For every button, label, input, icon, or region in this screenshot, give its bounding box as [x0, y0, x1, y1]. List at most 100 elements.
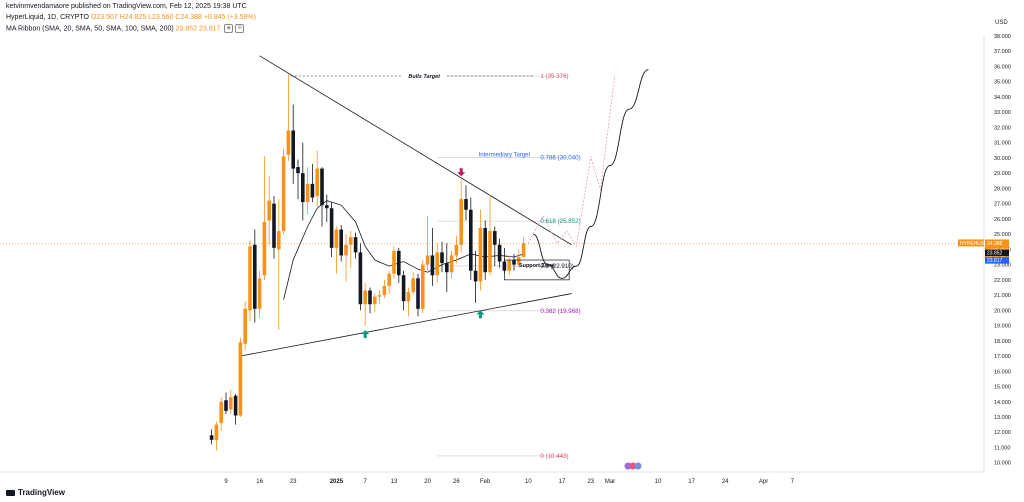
tradingview-logo-icon	[6, 489, 15, 496]
fib-level-label: 0.382 (19.968)	[540, 308, 580, 315]
bulls-target-label: Bulls Target	[408, 74, 441, 80]
x-tick-label: 10	[655, 479, 662, 485]
candle-body	[267, 200, 271, 221]
candle-body	[411, 278, 415, 293]
candle	[233, 394, 238, 425]
bull-arrow-up-icon	[361, 330, 370, 339]
candle	[358, 243, 363, 311]
candle-body	[483, 228, 487, 273]
candle	[425, 215, 430, 271]
candle-body	[397, 250, 401, 276]
candle	[229, 389, 233, 414]
candle-body	[406, 292, 411, 302]
candle-body	[425, 255, 430, 265]
candle-body	[416, 278, 420, 309]
candle	[301, 142, 305, 221]
x-tick-label: 26	[453, 479, 460, 485]
candle-body	[229, 397, 233, 410]
x-tick-label: 10	[525, 479, 532, 485]
candle-body	[353, 237, 358, 253]
candle-body	[224, 400, 228, 411]
candle-body	[329, 208, 334, 248]
symbol-tag-bg	[958, 239, 984, 247]
ma-a-value: 23.852	[987, 251, 1003, 257]
intermediary-target-label: Intermediary Target	[479, 152, 531, 158]
y-tick-label: 31.000	[994, 141, 1011, 147]
candle-body	[257, 278, 262, 309]
ma-b-value: 23.817	[987, 258, 1003, 264]
candle-body	[325, 205, 329, 209]
candles	[209, 74, 526, 451]
candle-body	[478, 228, 483, 282]
candle	[262, 156, 267, 280]
calendar-events-icon[interactable]	[624, 462, 642, 470]
candle-body	[459, 199, 463, 245]
candle-body	[296, 167, 300, 174]
candle-body	[454, 244, 459, 256]
published-line: ketvinmvendamaore published on TradingVi…	[6, 3, 247, 10]
candle	[272, 196, 276, 259]
lower-trendline	[240, 293, 572, 357]
candle-body	[517, 256, 521, 265]
eye-icon[interactable]: ◉	[224, 24, 234, 33]
price-value: 24.388	[987, 241, 1003, 247]
candle	[243, 301, 247, 350]
candle	[493, 226, 497, 267]
candle-body	[493, 231, 497, 245]
candle	[440, 241, 444, 273]
candle-body	[214, 424, 219, 440]
candle-body	[445, 263, 449, 273]
candle	[334, 226, 339, 274]
ma-ribbon-line	[283, 200, 524, 300]
trendlines[interactable]	[240, 55, 572, 357]
candle-body	[209, 435, 214, 440]
ma-ribbon	[283, 200, 524, 300]
y-tick-label: 18.000	[994, 339, 1011, 345]
candle	[517, 249, 521, 268]
candle	[344, 234, 348, 282]
candle-body	[262, 221, 267, 276]
candle	[248, 240, 252, 321]
tradingview-logo[interactable]: TradingView	[6, 488, 65, 497]
y-tick-label: 13.000	[994, 415, 1011, 421]
x-tick-label: Apr	[759, 479, 768, 485]
candle	[507, 255, 511, 276]
candle	[305, 167, 310, 215]
symbol-name[interactable]: HyperLiquid, 1D, CRYPTO	[6, 14, 89, 21]
candle-body	[440, 252, 444, 264]
candle-body	[421, 264, 425, 309]
y-tick-label: 38.000	[994, 34, 1011, 40]
candle-body	[281, 156, 286, 232]
ma-ribbon-name[interactable]: MA Ribbon (SMA, 20, SMA, 50, SMA, 100, S…	[6, 25, 174, 33]
candle	[257, 270, 262, 318]
candle-body	[238, 342, 243, 416]
candle-body	[344, 244, 348, 256]
candle	[214, 421, 219, 451]
candle-body	[401, 275, 406, 302]
candle	[329, 202, 334, 257]
signal-arrows	[361, 168, 485, 339]
candle	[497, 238, 502, 268]
candle	[488, 194, 492, 276]
candle-body	[507, 260, 511, 271]
y-tick-label: 17.000	[994, 354, 1011, 360]
candle	[454, 235, 459, 264]
candle-body	[373, 296, 377, 305]
ma-a-box	[985, 249, 1009, 257]
x-axis-ticks: 9 16 23 2025 7 13 20 26 Feb 10 17 23 Mar 10 17 24 Apr 7	[224, 479, 794, 485]
candle-body	[449, 255, 454, 273]
projection-paths	[528, 69, 649, 279]
y-axis-unit: USD	[995, 20, 1008, 26]
support-zone-box	[504, 259, 570, 281]
x-tick-label: Feb	[480, 479, 491, 485]
candle-body	[315, 168, 319, 197]
candle	[401, 270, 406, 311]
candle-body	[392, 250, 396, 274]
x-tick-label: 7	[791, 479, 795, 485]
y-tick-label: 27.000	[994, 202, 1011, 208]
candle-body	[301, 173, 305, 203]
candle-body	[464, 199, 468, 210]
ma-ribbon-values: 23.852 23.817	[175, 25, 221, 33]
settings-icon[interactable]: ⚙	[235, 24, 245, 33]
